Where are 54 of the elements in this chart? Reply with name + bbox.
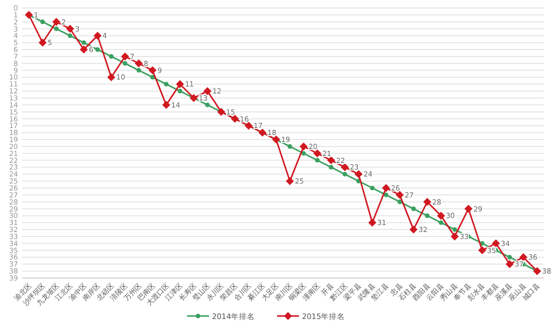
point <box>300 142 308 150</box>
point <box>370 186 375 190</box>
point <box>40 20 45 24</box>
point <box>286 177 294 186</box>
point <box>411 206 416 212</box>
point <box>327 156 336 164</box>
point <box>506 260 514 268</box>
point <box>450 232 459 240</box>
point <box>148 66 156 74</box>
point <box>66 24 74 33</box>
point <box>410 226 418 234</box>
point <box>315 158 320 163</box>
point <box>478 246 486 254</box>
point <box>164 82 169 86</box>
point <box>95 47 100 52</box>
point <box>121 52 130 60</box>
point <box>94 32 102 40</box>
point <box>313 149 322 158</box>
point <box>136 68 142 73</box>
point <box>107 73 116 82</box>
point <box>178 88 182 94</box>
point <box>342 172 348 176</box>
point <box>205 102 210 108</box>
point <box>52 18 60 26</box>
point <box>397 200 402 204</box>
point <box>436 212 445 220</box>
point <box>423 198 432 206</box>
point <box>396 190 404 199</box>
point <box>492 239 500 248</box>
point <box>340 163 349 172</box>
point <box>134 59 143 68</box>
point <box>424 213 430 218</box>
point <box>452 227 458 232</box>
point <box>54 26 59 32</box>
point <box>328 164 334 170</box>
point <box>354 170 363 178</box>
point <box>519 253 528 262</box>
point <box>176 80 184 88</box>
point <box>122 61 128 66</box>
point <box>68 33 72 38</box>
point <box>203 87 212 96</box>
point <box>108 54 114 59</box>
point <box>82 40 86 45</box>
point <box>507 254 512 260</box>
point <box>38 38 47 47</box>
point <box>162 100 170 109</box>
point <box>368 218 376 227</box>
point <box>438 220 444 225</box>
point <box>301 151 306 156</box>
point <box>464 204 472 213</box>
point <box>80 46 88 54</box>
point <box>384 192 388 198</box>
point <box>382 184 390 192</box>
point <box>288 144 292 149</box>
